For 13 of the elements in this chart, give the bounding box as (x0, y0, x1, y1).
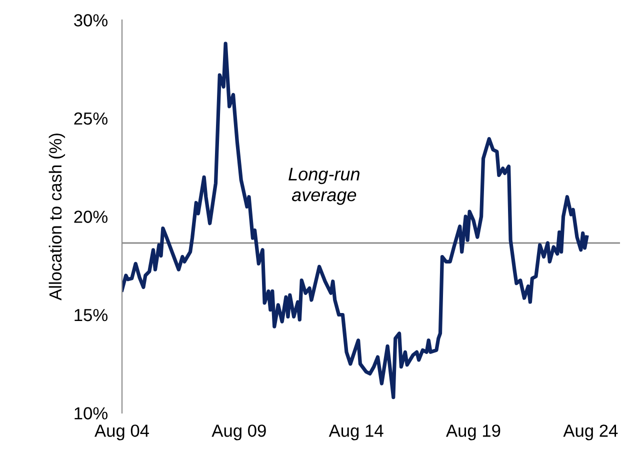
x-tick-label: Aug 14 (328, 424, 384, 440)
x-tick-label: Aug 09 (212, 424, 266, 440)
x-tick-label: Aug 04 (94, 424, 150, 440)
y-tick-label: 10% (74, 407, 108, 420)
ref-line-label: Long-run average (288, 168, 360, 205)
x-tick-label: Aug 19 (446, 424, 500, 440)
y-tick-label: 25% (74, 112, 108, 125)
y-tick-label: 20% (74, 210, 108, 223)
y-tick-label: 30% (74, 14, 108, 26)
line-series (122, 42, 589, 400)
y-axis-title: Allocation to cash (%) (48, 134, 66, 300)
x-tick-label: Aug 24 (563, 424, 618, 440)
y-tick-label: 15% (74, 308, 108, 322)
